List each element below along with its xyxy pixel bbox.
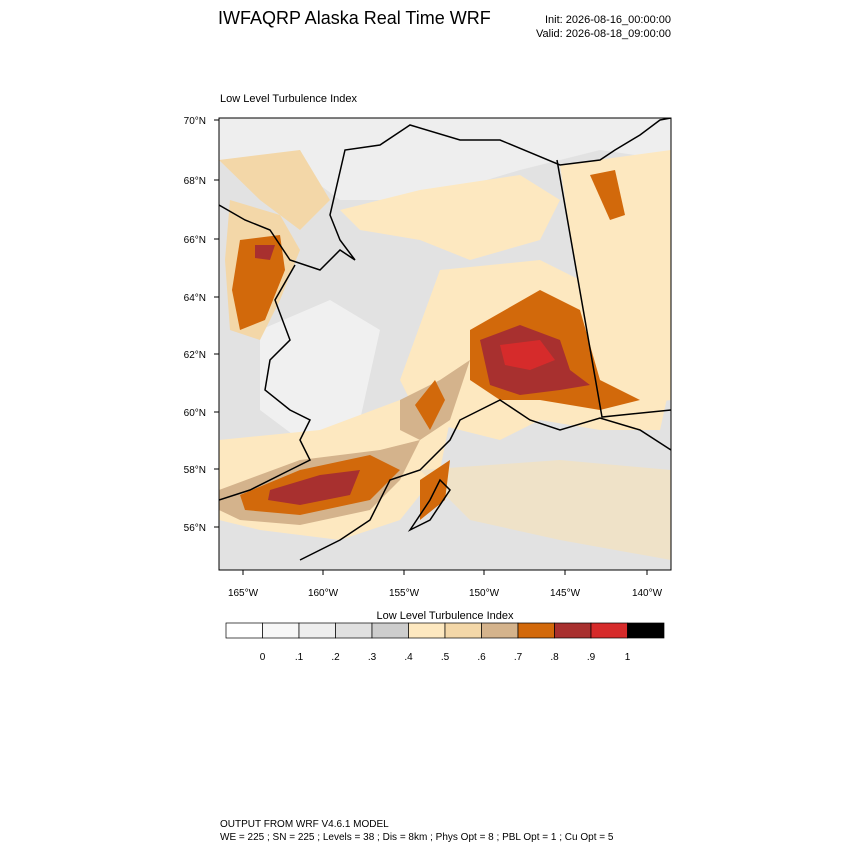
lat-label: 68°N (184, 176, 206, 187)
colorbar-label: 0 (260, 652, 266, 663)
colorbar-box (371, 622, 409, 639)
init-time: Init: 2026-08-16_00:00:00 (545, 14, 671, 26)
colorbar-box (590, 622, 628, 639)
lon-label: 150°W (469, 588, 500, 599)
colorbar-label: .7 (514, 652, 523, 663)
colorbar-box (517, 622, 555, 639)
title: IWFAQRP Alaska Real Time WRF (218, 8, 491, 28)
coastline (219, 118, 671, 561)
border (556, 159, 672, 418)
colorbar-label: .2 (331, 652, 340, 663)
lat-label: 58°N (184, 465, 206, 476)
colorbar-box (408, 622, 446, 639)
lat-label: 62°N (184, 350, 206, 361)
colorbar-box (298, 622, 336, 639)
lat-label: 70°N (184, 116, 206, 127)
colorbar-title: Low Level Turbulence Index (377, 610, 514, 622)
map-title: Low Level Turbulence Index (220, 93, 357, 105)
lat-label: 66°N (184, 235, 206, 246)
map-frame (218, 117, 672, 571)
lon-label: 165°W (228, 588, 259, 599)
footer-line: WE = 225 ; SN = 225 ; Levels = 38 ; Dis … (220, 832, 614, 843)
lat-label: 64°N (184, 293, 206, 304)
map-field (219, 118, 671, 570)
colorbar-label: .4 (404, 652, 413, 663)
lon-label: 155°W (389, 588, 420, 599)
colorbar: 0 .1 .2 .3 .4 .5 .6 .7 .8 .9 1 (225, 622, 665, 663)
axis-labels: 70°N 68°N 66°N 64°N 62°N 60°N 58°N 56°N 165°W 160… (184, 116, 663, 599)
colorbar-label: 1 (625, 652, 631, 663)
lon-label: 145°W (550, 588, 581, 599)
footer-line: OUTPUT FROM WRF V4.6.1 MODEL (220, 819, 389, 830)
colorbar-label: .1 (295, 652, 304, 663)
lat-label: 56°N (184, 523, 206, 534)
colorbar-box (554, 622, 592, 639)
colorbar-label: .8 (550, 652, 559, 663)
lat-label: 60°N (184, 408, 206, 419)
colorbar-label: .3 (368, 652, 377, 663)
colorbar-label: .5 (441, 652, 450, 663)
colorbar-box (444, 622, 482, 639)
colorbar-box (225, 622, 263, 639)
lon-label: 160°W (308, 588, 339, 599)
colorbar-label: .6 (477, 652, 486, 663)
lon-label: 140°W (632, 588, 663, 599)
colorbar-box (481, 622, 519, 639)
colorbar-box (262, 622, 300, 639)
colorbar-box (627, 622, 665, 639)
colorbar-box (335, 622, 373, 639)
colorbar-label: .9 (587, 652, 596, 663)
valid-time: Valid: 2026-08-18_09:00:00 (536, 28, 671, 40)
